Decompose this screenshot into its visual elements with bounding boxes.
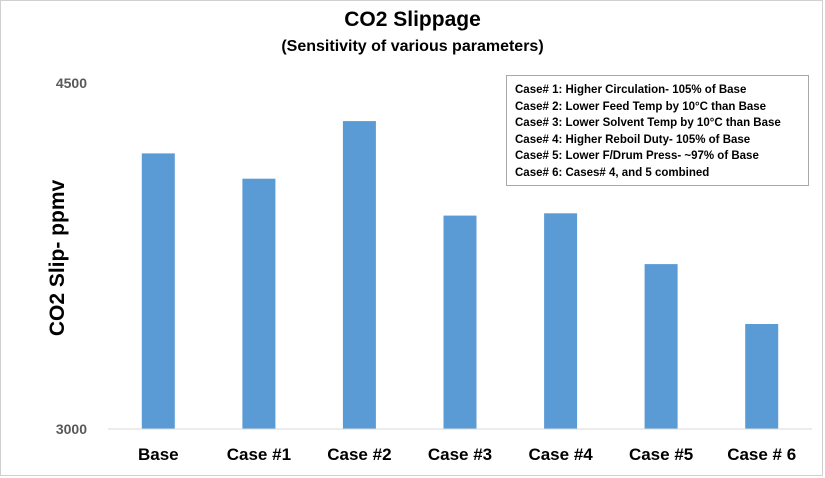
bar-6 [745,324,779,429]
chart-subtitle: (Sensitivity of various parameters) [281,38,544,55]
x-tick-label-4: Case #4 [528,445,593,464]
legend: Case# 1: Higher Circulation- 105% of Bas… [506,75,809,186]
legend-entry-case-3: Case# 3: Lower Solvent Temp by 10°C than… [515,117,781,130]
y-tick-label-1: 4500 [56,75,87,91]
legend-entry-case-4: Case# 4: Higher Reboil Duty- 105% of Bas… [515,133,751,146]
chart-title: CO2 Slippage [344,8,481,31]
y-tick-label-0: 3000 [56,421,87,437]
bars-group [141,121,779,429]
x-tick-label-1: Case #1 [227,445,291,464]
x-tick-label-5: Case #5 [629,445,693,464]
bar-4 [544,213,578,429]
bar-3 [443,215,477,429]
bar-0 [141,153,175,429]
bar-1 [242,178,276,429]
x-tick-label-3: Case #3 [428,445,492,464]
legend-entry-case-1: Case# 1: Higher Circulation- 105% of Bas… [515,84,747,96]
x-tick-label-0: Base [138,445,179,464]
legend-entry-case-2: Case# 2: Lower Feed Temp by 10°C than Ba… [515,100,767,113]
x-tick-label-6: Case # 6 [727,445,796,464]
x-tick-label-2: Case #2 [327,445,391,464]
x-categories-group: Base Case #1 Case #2 Case #3 Case #4 Case #5 C… [138,445,796,464]
legend-entry-case-6: Case# 6: Cases# 4, and 5 combined [515,166,710,179]
y-ticks-group: 3000 4500 [56,75,87,437]
legend-entry-case-5: Case# 5: Lower F/Drum Press- ~97% of Bas… [515,150,759,163]
bar-5 [644,264,678,429]
bar-2 [342,121,376,429]
